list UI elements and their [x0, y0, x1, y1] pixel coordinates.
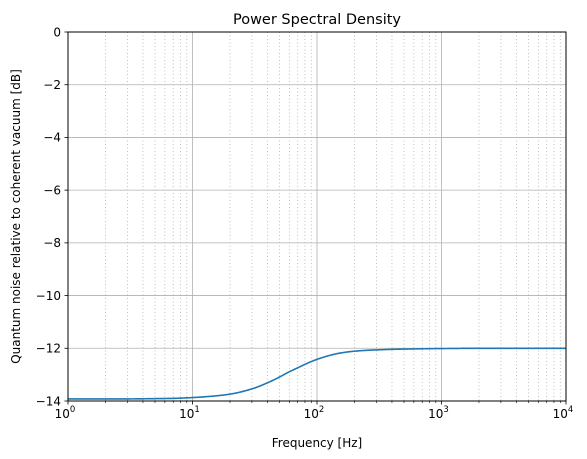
x-tick-base: 10 — [553, 407, 568, 421]
chart-title: Power Spectral Density — [233, 12, 401, 28]
x-axis-ticks: 100 101 102 103 104 — [55, 401, 574, 421]
y-tick-label: −14 — [36, 394, 61, 408]
x-tick-exponent: 1 — [194, 405, 199, 415]
x-tick-label: 103 — [428, 405, 449, 421]
y-tick-label: −8 — [43, 236, 61, 250]
y-tick-label: −2 — [43, 78, 61, 92]
x-tick-base: 10 — [179, 407, 194, 421]
y-tick-label: 0 — [53, 25, 61, 39]
x-tick-base: 10 — [55, 407, 70, 421]
x-tick-label: 102 — [304, 405, 325, 421]
x-tick-exponent: 3 — [443, 405, 448, 415]
y-axis-label: Quantum noise relative to coherent vacuu… — [9, 69, 23, 364]
minor-gridlines — [105, 32, 561, 401]
major-gridlines — [67, 31, 567, 402]
x-tick-exponent: 0 — [70, 405, 75, 415]
y-tick-label: −6 — [43, 183, 61, 197]
x-tick-exponent: 4 — [568, 405, 573, 415]
psd-series-line — [68, 347, 566, 400]
y-tick-label: −12 — [36, 342, 61, 356]
series-layer — [68, 347, 566, 400]
x-tick-exponent: 2 — [319, 405, 324, 415]
x-tick-label: 104 — [553, 405, 574, 421]
x-tick-label: 101 — [179, 405, 200, 421]
x-tick-base: 10 — [304, 407, 319, 421]
x-tick-base: 10 — [428, 407, 443, 421]
y-tick-label: −4 — [43, 131, 61, 145]
y-tick-label: −10 — [36, 289, 61, 303]
x-axis-label: Frequency [Hz] — [272, 436, 363, 450]
x-tick-label: 100 — [55, 405, 76, 421]
y-axis-ticks: 0 −2 −4 −6 −8 −10 −12 −14 — [36, 25, 68, 408]
